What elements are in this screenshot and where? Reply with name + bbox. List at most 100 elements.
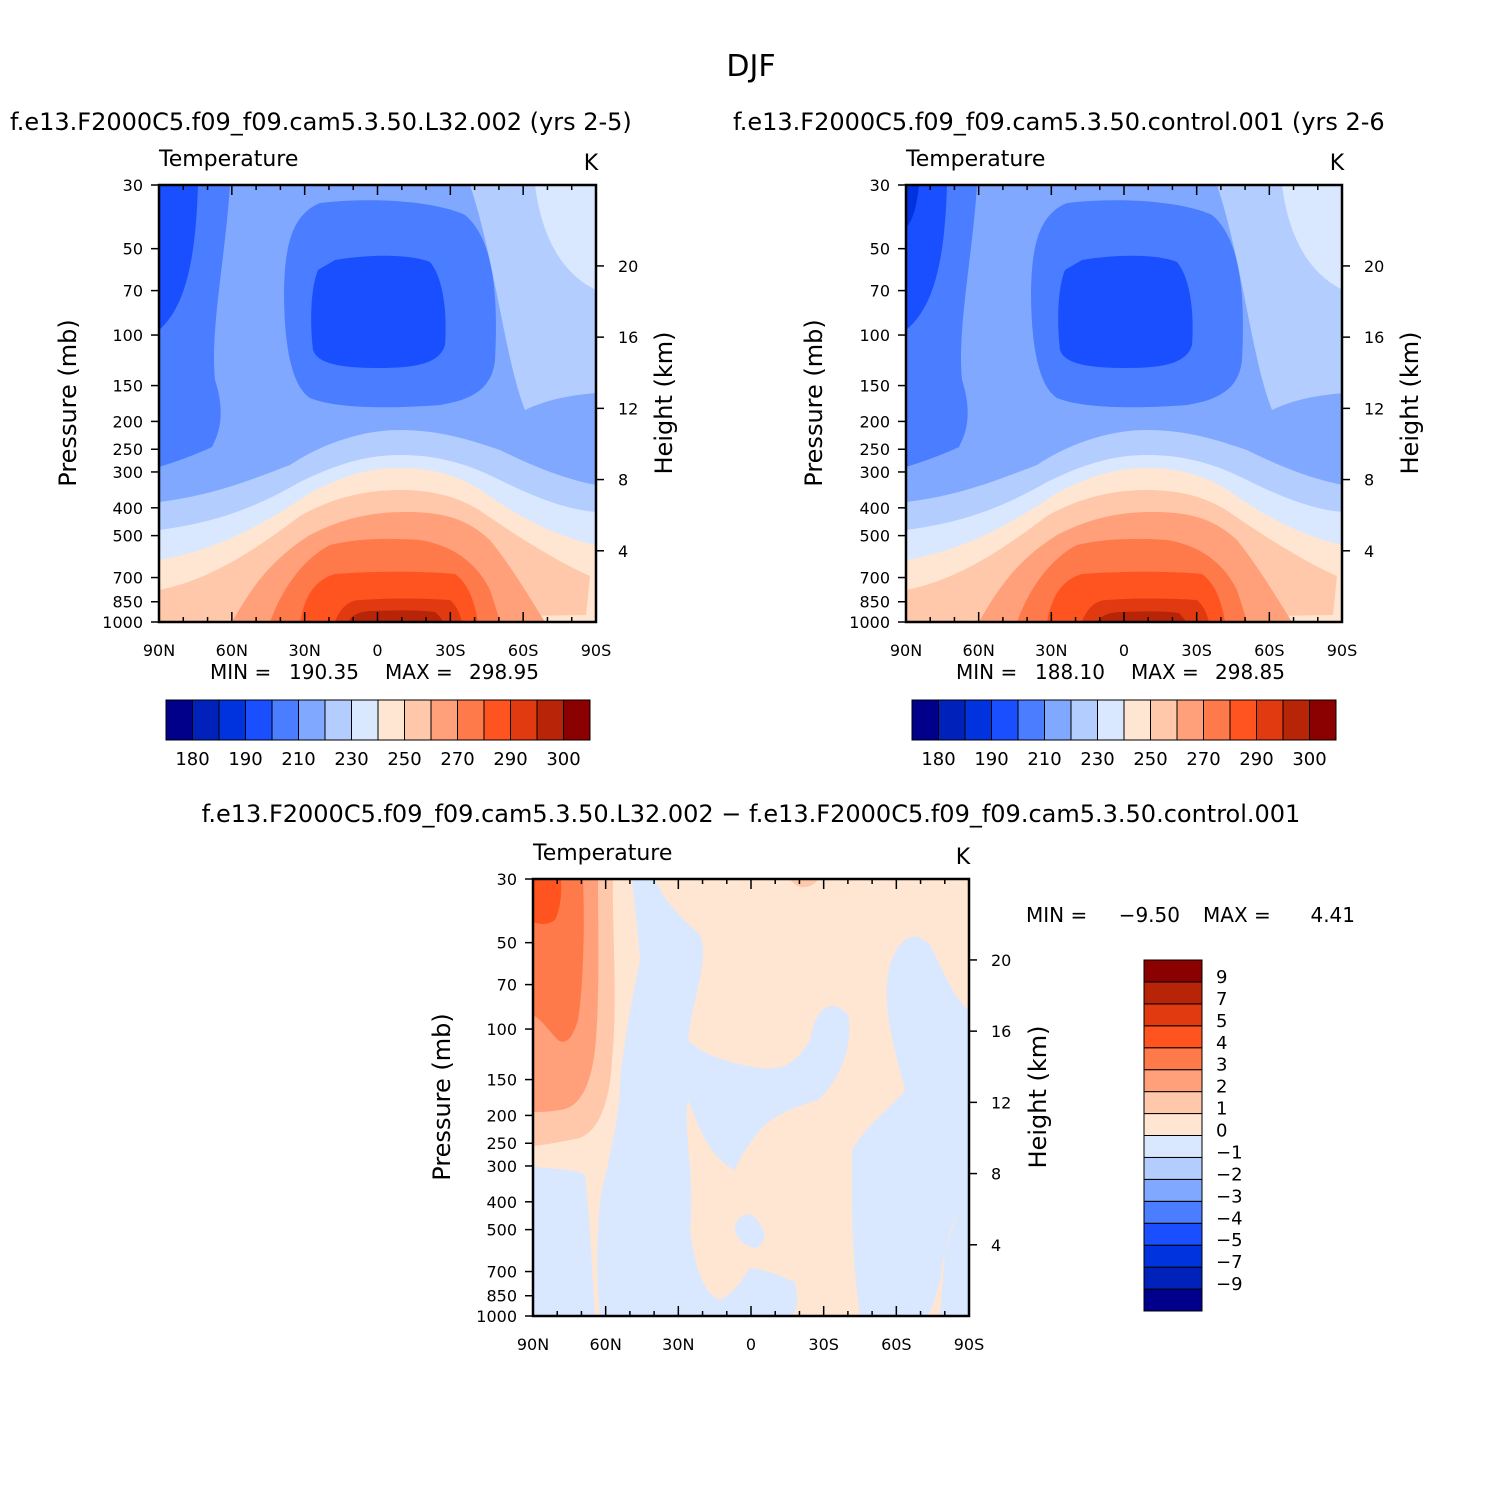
diff-min-label: MIN = bbox=[1026, 903, 1087, 927]
control-colorbar-swatch bbox=[1229, 699, 1257, 741]
control-colorbar-swatch bbox=[938, 699, 966, 741]
case-ylabel: Pressure (mb) bbox=[54, 319, 82, 486]
case-colorbar-label: 230 bbox=[334, 749, 368, 770]
diff-colorbar-swatch bbox=[1143, 1135, 1203, 1158]
diff-colorbar-label: 4 bbox=[1216, 1033, 1227, 1054]
control-xtick-label: 90S bbox=[1327, 641, 1358, 660]
control-band-tropopause-core bbox=[1058, 255, 1193, 368]
diff-colorbar-label: −9 bbox=[1216, 1274, 1243, 1295]
diff-colorbar-label: −1 bbox=[1216, 1142, 1243, 1163]
diff-band-neg-central-lower bbox=[735, 1214, 765, 1248]
control-colorbar-swatch bbox=[1309, 699, 1337, 741]
case-xtick-label: 60S bbox=[508, 641, 539, 660]
case-band-tropopause-core bbox=[311, 255, 446, 368]
case-colorbar-swatch bbox=[536, 699, 564, 741]
diff-colorbar-swatch bbox=[1143, 1091, 1203, 1115]
case-colorbar-swatch bbox=[404, 699, 432, 741]
diff-band-neg-central bbox=[597, 879, 850, 1316]
case-colorbar-swatch bbox=[563, 699, 591, 741]
diff-colorbar-label: 9 bbox=[1216, 967, 1227, 988]
control-colorbar-swatch bbox=[1070, 699, 1098, 741]
case-ytick-label: 700 bbox=[112, 569, 143, 588]
control-colorbar-label: 210 bbox=[1027, 749, 1061, 770]
diff-units: K bbox=[956, 845, 971, 870]
control-colorbar-label: 290 bbox=[1239, 749, 1273, 770]
diff-ytick-label: 30 bbox=[497, 870, 517, 889]
diff-colorbar-label: −5 bbox=[1216, 1230, 1243, 1251]
case-colorbar-label: 180 bbox=[175, 749, 209, 770]
diff-colorbar-swatch bbox=[1143, 1288, 1203, 1312]
diff-colorbar-swatch bbox=[1143, 981, 1203, 1005]
case-y2label: Height (km) bbox=[650, 332, 678, 475]
case-xtick-label: 90N bbox=[143, 641, 175, 660]
control-xtick-label: 30N bbox=[1035, 641, 1067, 660]
diff-y2tick-label: 16 bbox=[991, 1022, 1011, 1041]
case-run-title: f.e13.F2000C5.f09_f09.cam5.3.50.L32.002 … bbox=[10, 108, 632, 136]
case-y2tick-label: 20 bbox=[618, 257, 638, 276]
control-y2tick-label: 12 bbox=[1364, 399, 1384, 418]
case-colorbar-label: 210 bbox=[281, 749, 315, 770]
control-colorbar-swatch bbox=[911, 699, 939, 741]
diff-colorbar-label: −3 bbox=[1216, 1186, 1243, 1207]
case-colorbar-swatch bbox=[324, 699, 352, 741]
case-colorbar-label: 270 bbox=[440, 749, 474, 770]
diff-ylabel: Pressure (mb) bbox=[428, 1013, 456, 1180]
diff-ytick-label: 50 bbox=[497, 934, 517, 953]
diff-xtick-label: 30S bbox=[808, 1335, 839, 1354]
control-xtick-label: 0 bbox=[1119, 641, 1129, 660]
control-band-t300 bbox=[1097, 611, 1186, 622]
control-ytick-label: 500 bbox=[859, 527, 890, 546]
diff-y2tick-label: 20 bbox=[991, 951, 1011, 970]
diff-colorbar-swatch bbox=[1143, 1069, 1203, 1093]
case-ytick-label: 50 bbox=[123, 240, 143, 259]
diff-y2tick-label: 8 bbox=[991, 1165, 1001, 1184]
control-colorbar-label: 230 bbox=[1080, 749, 1114, 770]
control-colorbar-label: 300 bbox=[1292, 749, 1326, 770]
control-y2tick-label: 8 bbox=[1364, 471, 1374, 490]
control-ylabel: Pressure (mb) bbox=[800, 319, 828, 486]
case-contour-field bbox=[159, 185, 596, 622]
case-ytick-label: 250 bbox=[112, 440, 143, 459]
control-y2tick-label: 4 bbox=[1364, 542, 1374, 561]
control-y2label: Height (km) bbox=[1396, 332, 1424, 475]
diff-colorbar-label: 5 bbox=[1216, 1011, 1227, 1032]
control-contour-field bbox=[906, 185, 1342, 622]
control-y2tick-label: 16 bbox=[1364, 328, 1384, 347]
case-panel: 90N 60N 30N 0 30S 60S 90S 30 50 70 100 150 200 250 300… bbox=[54, 147, 678, 770]
case-ytick-label: 1000 bbox=[102, 613, 143, 632]
diff-min-value: −9.50 bbox=[1119, 903, 1180, 927]
control-colorbar-swatch bbox=[991, 699, 1019, 741]
control-ytick-label: 1000 bbox=[849, 613, 890, 632]
diff-ytick-label: 400 bbox=[486, 1193, 517, 1212]
diff-ytick-label: 300 bbox=[486, 1157, 517, 1176]
control-colorbar-swatch bbox=[1203, 699, 1231, 741]
case-xtick-label: 90S bbox=[581, 641, 612, 660]
case-colorbar-label: 190 bbox=[228, 749, 262, 770]
case-band-upper-lightest bbox=[535, 185, 596, 290]
case-ytick-label: 500 bbox=[112, 527, 143, 546]
control-variable-name: Temperature bbox=[905, 147, 1045, 172]
diff-xtick-label: 90S bbox=[954, 1335, 985, 1354]
control-colorbar-swatch bbox=[1097, 699, 1125, 741]
control-min-label: MIN = bbox=[956, 660, 1017, 684]
case-colorbar-swatch bbox=[271, 699, 299, 741]
control-ytick-label: 100 bbox=[859, 326, 890, 345]
control-colorbar-swatch bbox=[1282, 699, 1310, 741]
control-xtick-label: 30S bbox=[1181, 641, 1212, 660]
control-ytick-label: 50 bbox=[870, 240, 890, 259]
diff-y2tick-label: 12 bbox=[991, 1093, 1011, 1112]
control-max-value: 298.85 bbox=[1215, 660, 1285, 684]
diff-colorbar-swatch bbox=[1143, 1047, 1203, 1071]
case-colorbar-swatch bbox=[218, 699, 246, 741]
case-variable-name: Temperature bbox=[158, 147, 298, 172]
case-band-polar-dark bbox=[159, 185, 198, 330]
control-max-label: MAX = bbox=[1131, 660, 1199, 684]
case-xtick-label: 30S bbox=[435, 641, 466, 660]
case-colorbar: 180 190 210 230 250 270 290 300 bbox=[165, 699, 591, 770]
control-colorbar-label: 180 bbox=[921, 749, 955, 770]
diff-xtick-label: 90N bbox=[517, 1335, 549, 1354]
case-colorbar-label: 300 bbox=[546, 749, 580, 770]
control-colorbar-swatch bbox=[964, 699, 992, 741]
diff-xtick-label: 60N bbox=[590, 1335, 622, 1354]
case-colorbar-swatch bbox=[457, 699, 485, 741]
